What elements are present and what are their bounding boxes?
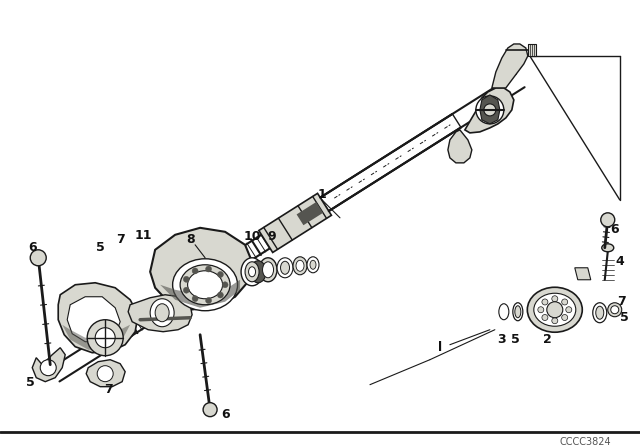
Circle shape <box>97 366 113 382</box>
Ellipse shape <box>259 258 277 282</box>
Ellipse shape <box>513 303 523 321</box>
Text: 2: 2 <box>543 333 552 346</box>
Ellipse shape <box>310 260 316 269</box>
Ellipse shape <box>262 262 273 278</box>
Text: 3: 3 <box>497 333 506 346</box>
Circle shape <box>30 250 46 266</box>
Text: 6: 6 <box>28 241 36 254</box>
Ellipse shape <box>280 261 289 274</box>
Ellipse shape <box>173 259 237 311</box>
Text: CCCC3824: CCCC3824 <box>560 437 611 447</box>
Circle shape <box>218 292 223 298</box>
Circle shape <box>484 104 496 116</box>
Ellipse shape <box>293 257 307 275</box>
Circle shape <box>476 96 504 124</box>
Circle shape <box>87 320 123 356</box>
Circle shape <box>192 296 198 302</box>
Polygon shape <box>86 360 125 387</box>
Ellipse shape <box>155 304 169 322</box>
Circle shape <box>562 314 568 320</box>
Ellipse shape <box>307 257 319 273</box>
Ellipse shape <box>608 303 621 317</box>
Text: 6: 6 <box>221 408 229 421</box>
Text: 7: 7 <box>104 383 113 396</box>
Polygon shape <box>51 73 525 381</box>
Ellipse shape <box>248 267 255 277</box>
Ellipse shape <box>593 303 607 323</box>
Circle shape <box>552 318 558 324</box>
Text: 5: 5 <box>511 333 520 346</box>
Polygon shape <box>128 295 192 332</box>
Polygon shape <box>160 280 240 308</box>
Ellipse shape <box>180 265 230 305</box>
Ellipse shape <box>188 271 223 299</box>
Polygon shape <box>150 228 252 310</box>
Ellipse shape <box>150 299 174 327</box>
Circle shape <box>205 266 212 272</box>
Text: 5: 5 <box>96 241 104 254</box>
Circle shape <box>183 287 189 293</box>
Circle shape <box>601 213 615 227</box>
Circle shape <box>542 299 548 305</box>
Polygon shape <box>492 44 528 88</box>
Ellipse shape <box>515 306 521 318</box>
Text: 1: 1 <box>317 188 326 201</box>
Polygon shape <box>448 130 472 163</box>
Circle shape <box>40 360 56 376</box>
Circle shape <box>205 297 212 303</box>
Text: 11: 11 <box>134 229 152 242</box>
Circle shape <box>218 271 223 277</box>
Polygon shape <box>58 283 138 353</box>
Ellipse shape <box>602 244 614 252</box>
Ellipse shape <box>611 306 619 314</box>
Circle shape <box>547 302 563 318</box>
Circle shape <box>95 328 115 348</box>
Ellipse shape <box>499 304 509 320</box>
Text: l: l <box>438 341 442 354</box>
Polygon shape <box>67 297 120 342</box>
Circle shape <box>203 403 217 417</box>
Text: 5: 5 <box>620 311 629 324</box>
Polygon shape <box>480 95 500 124</box>
Polygon shape <box>465 88 514 133</box>
Polygon shape <box>320 114 461 211</box>
Ellipse shape <box>296 260 304 271</box>
Text: 7: 7 <box>116 233 125 246</box>
Ellipse shape <box>241 258 263 286</box>
Circle shape <box>192 268 198 274</box>
Circle shape <box>566 307 572 313</box>
Polygon shape <box>32 348 65 382</box>
Text: 10: 10 <box>243 230 261 243</box>
Polygon shape <box>296 202 323 225</box>
Text: 4: 4 <box>616 255 624 268</box>
Ellipse shape <box>250 261 266 283</box>
Circle shape <box>542 314 548 320</box>
Polygon shape <box>575 268 591 280</box>
Text: 9: 9 <box>268 230 276 243</box>
Circle shape <box>183 276 189 282</box>
Ellipse shape <box>596 306 604 319</box>
Circle shape <box>222 282 228 288</box>
Text: 6: 6 <box>611 223 619 236</box>
Circle shape <box>562 299 568 305</box>
Circle shape <box>552 296 558 302</box>
Ellipse shape <box>527 287 582 332</box>
Polygon shape <box>62 325 130 350</box>
Polygon shape <box>528 44 536 56</box>
Text: 8: 8 <box>186 233 195 246</box>
Ellipse shape <box>245 262 259 282</box>
Polygon shape <box>259 194 332 253</box>
Circle shape <box>538 307 544 313</box>
Ellipse shape <box>277 258 293 278</box>
Text: 7: 7 <box>618 295 626 308</box>
Ellipse shape <box>534 293 576 326</box>
Text: 5: 5 <box>26 376 35 389</box>
